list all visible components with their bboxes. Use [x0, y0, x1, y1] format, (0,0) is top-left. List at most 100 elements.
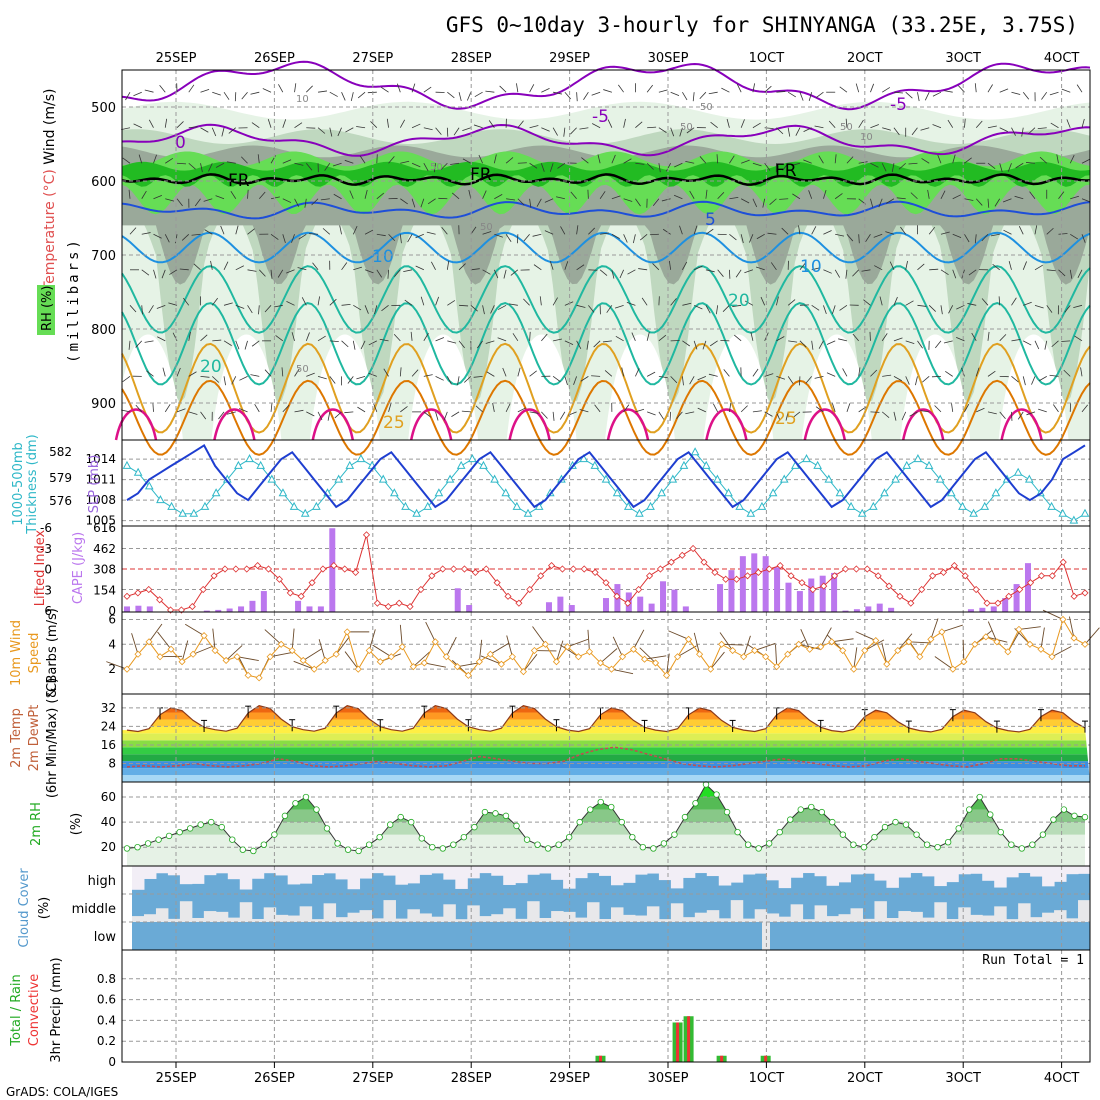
cloud-mid-gap	[862, 918, 875, 922]
wind-barb	[564, 301, 574, 306]
wind-barb-10m	[212, 628, 216, 651]
cloud-high-gap	[515, 866, 528, 884]
cloud-mid-gap	[539, 917, 552, 922]
lifted-marker	[232, 565, 240, 573]
cloud-mid-gap	[359, 910, 372, 922]
wind-barb	[128, 189, 131, 199]
wind-barb	[270, 233, 279, 240]
wind-barb	[1063, 369, 1071, 377]
thickness-line-marker	[657, 488, 667, 497]
cloud-mid-gap	[1018, 903, 1031, 922]
rh-ytick: 60	[101, 790, 116, 804]
cloud-mid-gap	[886, 917, 899, 922]
temp-band	[122, 719, 1090, 727]
wind-barb-10m	[941, 624, 963, 633]
wind-barb	[264, 369, 272, 377]
rh-marker	[471, 823, 478, 831]
wind-barb	[832, 305, 836, 315]
cape-bar	[990, 606, 997, 612]
wind-barb	[350, 92, 354, 102]
thickness-ytick: 576	[49, 494, 72, 508]
lifted-marker	[711, 568, 719, 576]
wind-speed-marker	[365, 646, 373, 655]
wind-barb	[579, 409, 589, 413]
wind-barb	[878, 198, 883, 208]
wind-barb	[556, 196, 565, 200]
wind-barb-10m	[1068, 616, 1075, 639]
lifted-marker	[776, 562, 784, 570]
slp-ylabel-text: SLP (mb)	[87, 455, 102, 514]
thickness-line-marker	[1024, 474, 1034, 483]
wind-barb	[947, 119, 954, 128]
wind-barb	[716, 154, 719, 164]
wind-barb	[431, 261, 436, 270]
thickness-ylabel: 1000-500mb Thickness (dm)	[11, 434, 40, 534]
rh-marker	[176, 828, 183, 836]
wind-barb	[334, 411, 342, 419]
wind-barb	[497, 304, 507, 310]
wind-barb	[204, 229, 213, 235]
wind-barb	[740, 405, 748, 413]
wind-barb	[399, 119, 406, 128]
lifted-ytick: 3	[44, 583, 52, 597]
lifted-marker	[526, 585, 534, 594]
wind-barb	[752, 122, 761, 129]
wind-barb-10m	[412, 651, 430, 668]
cloud-mid-gap	[335, 917, 349, 922]
cloud-ylabel-1: Cloud Cover	[17, 868, 32, 948]
contour-25b	[121, 379, 1091, 456]
wind-barb	[1038, 376, 1047, 382]
wind-barb-10m	[1018, 626, 1041, 630]
wind-barb	[729, 233, 737, 241]
wind-barb	[811, 304, 820, 311]
wind-barb	[508, 303, 518, 306]
wind-barb	[570, 191, 577, 200]
contour-30	[409, 408, 453, 441]
cloud-high-gap	[611, 866, 624, 886]
wind-barb	[1081, 118, 1085, 128]
lifted-marker	[199, 585, 207, 594]
wind-barb	[670, 376, 678, 384]
contour-label: 5	[705, 210, 716, 230]
wind-barb	[845, 118, 848, 128]
wind-barb	[646, 371, 656, 377]
cloud-high-gap	[718, 866, 732, 886]
wind-barb	[987, 125, 997, 129]
wind-barb	[863, 299, 871, 306]
contour-30	[213, 408, 256, 441]
wind-barb	[708, 373, 718, 377]
thickness-line-marker	[300, 508, 310, 517]
wind-barb	[956, 304, 965, 310]
cloud-high-gap	[874, 866, 887, 881]
wind-barb	[1011, 91, 1021, 95]
wind-barb	[909, 411, 918, 417]
wind-barb	[359, 155, 366, 164]
wind-barb-10m	[693, 632, 701, 655]
rh-marker	[534, 841, 541, 848]
wind-speed-marker	[145, 638, 153, 646]
wind-speed-marker	[574, 653, 583, 661]
wind-barb	[557, 162, 566, 169]
wind-barb	[1037, 127, 1047, 130]
wind-barb	[881, 411, 890, 418]
wind-barb	[250, 91, 260, 95]
lifted-marker	[624, 599, 632, 607]
wind-speed-marker	[861, 646, 869, 655]
cloud-high-gap	[622, 866, 636, 883]
cloud-high-gap	[203, 866, 217, 876]
wind-barb	[818, 340, 824, 349]
cape-bar	[739, 556, 746, 612]
wind-barb	[294, 83, 297, 93]
wind-barb	[153, 154, 157, 164]
wind-barb	[693, 340, 698, 350]
cloud-high-gap	[1078, 866, 1091, 874]
cloud-high-gap	[730, 866, 744, 883]
wind-barb	[457, 376, 460, 386]
lifted-marker	[1016, 585, 1024, 594]
wind-barb	[278, 84, 284, 93]
wind-speed-marker	[696, 650, 704, 658]
precip-ytick: 0.8	[97, 972, 116, 986]
wind-barb	[615, 335, 624, 342]
wind-barb	[485, 340, 495, 344]
